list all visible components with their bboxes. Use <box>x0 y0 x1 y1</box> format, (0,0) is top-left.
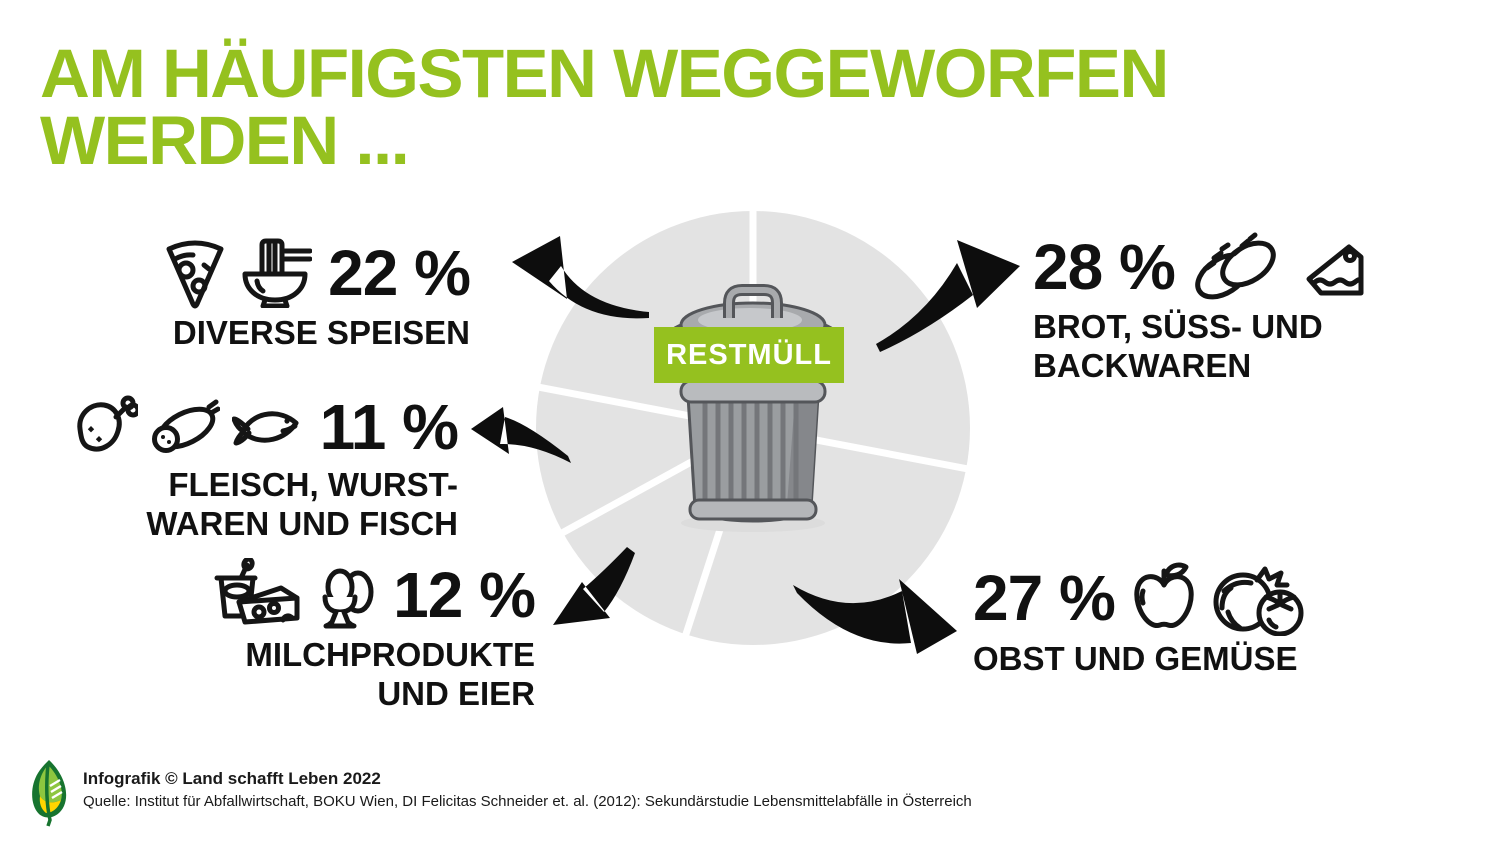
category-brot-suess-backwaren: 28 % BROT, SÜSS- UND BACKWAREN <box>1033 230 1365 385</box>
category-label: WAREN UND FISCH <box>146 505 458 542</box>
category-label: BROT, SÜSS- UND <box>1033 308 1323 345</box>
land-schafft-leben-logo <box>32 760 67 827</box>
category-row: 27 % <box>973 560 1305 636</box>
arrow-to-fleisch <box>471 407 571 463</box>
percent-value: 28 % <box>1033 231 1176 303</box>
arrow-to-milchprodukte <box>553 547 635 625</box>
arrow-to-brot <box>876 240 1020 352</box>
fish-icon <box>231 411 299 446</box>
category-icons <box>1191 230 1365 304</box>
drumstick-icon <box>77 395 138 452</box>
noodle-bowl-icon <box>242 238 313 308</box>
category-label: DIVERSE SPEISEN <box>172 314 470 351</box>
category-diverse-speisen: 22 % DIVERSE SPEISEN <box>164 236 471 352</box>
category-row: 28 % <box>1033 230 1365 304</box>
category-milchprodukte-eier: 12 % MILCHPRODUKTE UND EIER <box>211 558 536 713</box>
eggs-icon <box>322 568 374 629</box>
footer: Infografik © Land schafft Leben 2022 Que… <box>26 758 972 828</box>
pizza-icon <box>166 240 224 309</box>
credit-line: Infografik © Land schafft Leben 2022 <box>83 769 381 788</box>
category-label: UND EIER <box>377 675 535 712</box>
arrow-to-obst <box>793 579 957 654</box>
sausage-icon <box>151 399 220 453</box>
bread-icon <box>1195 232 1276 300</box>
arrow-to-diverse-speisen <box>512 236 649 319</box>
category-icons <box>1131 560 1305 636</box>
footer-text: Infografik © Land schafft Leben 2022 Que… <box>83 758 972 810</box>
category-row: 12 % <box>211 558 536 632</box>
percent-value: 12 % <box>393 559 536 631</box>
category-label: BACKWAREN <box>1033 347 1252 384</box>
arrows <box>471 236 1020 654</box>
title-line-1: AM HÄUFIGSTEN WEGGEWORFEN <box>40 35 1169 112</box>
category-obst-gemuese: 27 % OBST UND GEMÜSE <box>973 560 1305 678</box>
percent-value: 27 % <box>973 562 1116 634</box>
category-row: 11 % <box>72 391 459 463</box>
category-icons <box>164 236 313 310</box>
percent-value: 11 % <box>319 391 459 463</box>
category-label: OBST UND GEMÜSE <box>973 640 1298 677</box>
yogurt-cheese-icon <box>214 558 300 625</box>
category-label: FLEISCH, WURST- <box>168 466 458 503</box>
title-line-2: WERDEN ... <box>40 102 410 179</box>
category-label: MILCHPRODUKTE <box>245 636 535 673</box>
restmuell-banner: RESTMÜLL <box>654 327 844 383</box>
category-fleisch-wurstwaren-fisch: 11 % FLEISCH, WURST- WAREN UND FISCH <box>72 391 459 543</box>
cabbage-tomato-icon <box>1213 566 1304 636</box>
page-title: AM HÄUFIGSTEN WEGGEWORFEN WERDEN ... <box>40 35 1169 179</box>
source-line: Quelle: Institut für Abfallwirtschaft, B… <box>83 793 972 810</box>
percent-value: 22 % <box>328 237 471 309</box>
category-icons <box>72 395 304 459</box>
category-icons <box>211 558 377 632</box>
cake-icon <box>1306 244 1364 296</box>
category-row: 22 % <box>164 236 471 310</box>
apple-icon <box>1134 562 1194 628</box>
